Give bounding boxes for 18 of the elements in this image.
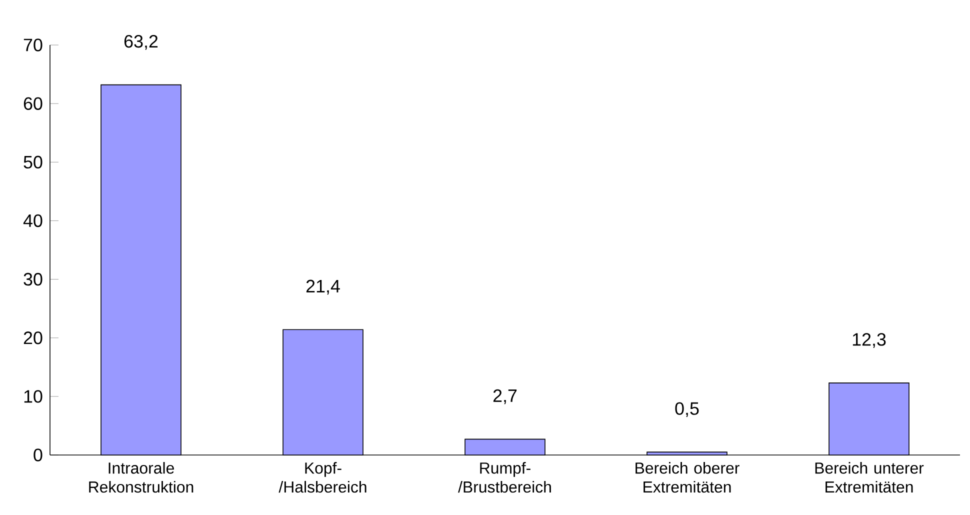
x-tick-label: Bereich oberer Extremitäten (636, 462, 740, 493)
data-label: 2,7 (493, 389, 517, 404)
x-tick-label: Rumpf- /Brustbereich (458, 462, 551, 493)
data-label: 12,3 (852, 333, 886, 348)
data-label: 21,4 (306, 280, 340, 295)
x-tick-label: Bereich unterer Extremitäten (815, 462, 924, 493)
y-tick-label: 40 (23, 214, 42, 228)
y-tick-label: 20 (24, 332, 42, 344)
y-tick-label: 30 (24, 272, 42, 286)
y-tick-label: 10 (24, 390, 42, 403)
data-label: 63,2 (124, 34, 158, 50)
y-tick-label: 60 (24, 97, 42, 110)
y-tick-label: 0 (34, 448, 42, 462)
y-tick-label: 70 (24, 38, 42, 52)
y-tick-label: 50 (24, 156, 42, 169)
data-label: 0,5 (675, 402, 699, 418)
x-tick-label: Intraorale Rekonstruktion (89, 462, 194, 493)
x-tick-label: Kopf- /Halsbereich (278, 462, 366, 493)
